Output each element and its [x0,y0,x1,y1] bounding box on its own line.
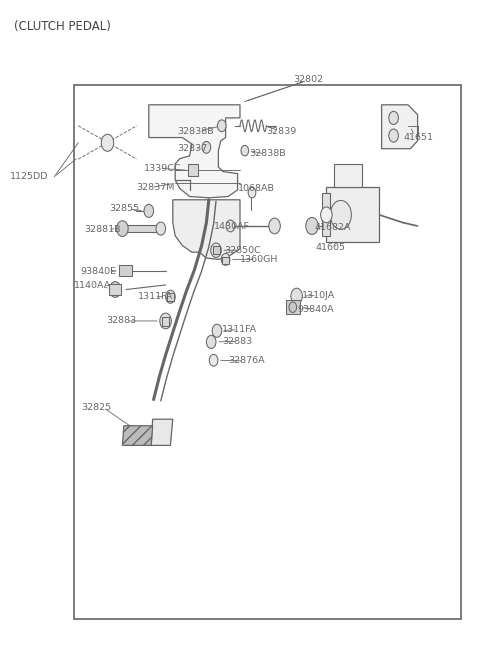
Text: 32837: 32837 [178,144,208,153]
Text: 32876A: 32876A [228,356,264,365]
Text: 93840E: 93840E [80,267,116,276]
Circle shape [211,243,221,257]
Text: 32837M: 32837M [136,183,174,192]
Bar [74,85,461,619]
Polygon shape [382,105,418,149]
Circle shape [202,141,211,153]
Circle shape [389,111,398,124]
Circle shape [156,222,166,235]
Circle shape [221,253,230,265]
Text: 1311FA: 1311FA [222,325,257,334]
Bar [222,257,229,264]
Circle shape [160,313,171,329]
Text: 1125DD: 1125DD [10,172,48,181]
Text: 32838B: 32838B [178,126,214,136]
Text: 32838B: 32838B [250,149,286,159]
Circle shape [217,120,226,132]
Text: (CLUTCH PEDAL): (CLUTCH PEDAL) [14,20,111,33]
Circle shape [144,204,154,217]
Circle shape [212,324,222,337]
Circle shape [226,220,235,232]
Text: 32855: 32855 [109,204,140,214]
Circle shape [206,335,216,348]
Circle shape [101,134,114,151]
Circle shape [306,217,318,234]
Circle shape [269,218,280,234]
Text: 1140AA: 1140AA [74,281,112,290]
Bar [109,284,121,295]
Circle shape [248,187,256,198]
Circle shape [241,145,249,156]
Circle shape [209,354,218,366]
Text: 32802: 32802 [293,75,323,84]
Polygon shape [173,200,240,259]
Circle shape [109,282,121,297]
Text: 1068AB: 1068AB [238,184,275,193]
Text: 32850C: 32850C [225,246,262,255]
Text: 41651: 41651 [403,133,433,142]
Circle shape [117,221,128,236]
Text: 1339CC: 1339CC [144,164,181,173]
Polygon shape [149,105,240,198]
Polygon shape [122,426,153,445]
Bar [122,225,161,232]
Bar [334,164,362,187]
Text: 1360GH: 1360GH [240,255,278,264]
Bar [326,187,379,242]
Polygon shape [151,419,173,445]
Text: 1311FA: 1311FA [138,292,173,301]
Text: 32839: 32839 [266,126,297,136]
Text: 32883: 32883 [107,316,137,326]
Text: 32883: 32883 [222,337,252,346]
Circle shape [321,207,332,223]
Bar [162,317,169,326]
Circle shape [166,290,175,303]
Bar [167,293,174,301]
Bar [119,265,132,276]
Bar [286,300,300,314]
Text: 32881B: 32881B [84,225,120,234]
Circle shape [289,302,297,312]
Text: 1430AF: 1430AF [214,222,250,231]
Text: 32825: 32825 [82,403,112,412]
Text: 93840A: 93840A [298,305,334,314]
Text: 41605: 41605 [316,243,346,252]
Bar [213,246,220,254]
Circle shape [291,288,302,304]
Text: 1310JA: 1310JA [301,291,335,300]
Bar [188,164,198,176]
Bar [322,193,330,236]
Circle shape [330,200,351,229]
Circle shape [389,129,398,142]
Text: 41682A: 41682A [314,223,351,233]
